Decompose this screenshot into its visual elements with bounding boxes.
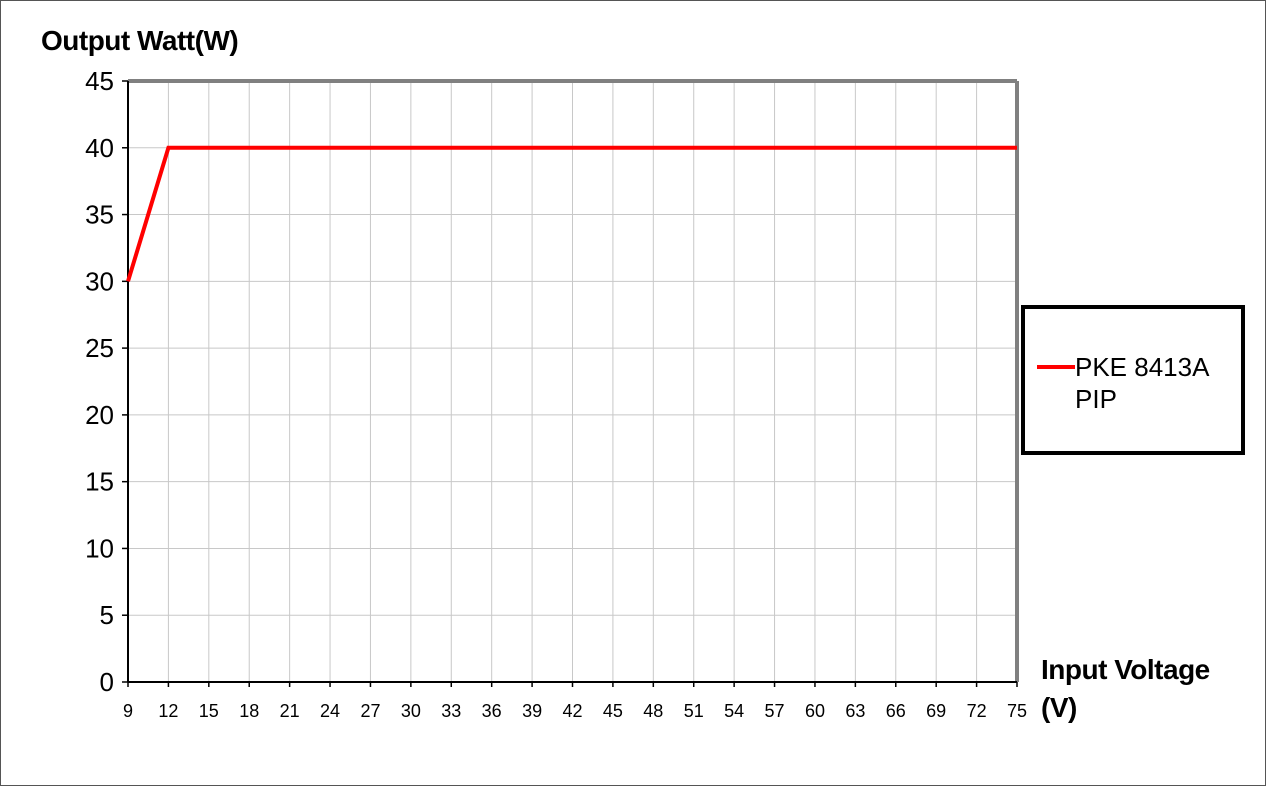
legend-label-line1: PKE 8413A xyxy=(1075,352,1210,382)
legend-box xyxy=(1021,305,1245,455)
plot-border xyxy=(127,79,1019,683)
x-axis-ticks: 9 12 15 18 21 24 27 30 33 36 39 42 45 48 51 54 57 60 63 66 6… xyxy=(123,682,1027,721)
y-axis-ticks: 0 5 10 15 20 25 30 35 40 45 xyxy=(85,66,128,697)
legend-label-line2: PIP xyxy=(1075,384,1117,414)
y-tick-label: 10 xyxy=(85,533,114,563)
x-tick-label: 69 xyxy=(926,701,946,721)
y-tick-label: 25 xyxy=(85,333,114,363)
y-tick-label: 35 xyxy=(85,200,114,230)
x-tick-label: 24 xyxy=(320,701,340,721)
series-layer xyxy=(126,145,1017,282)
x-axis-title-line2: (V) xyxy=(1041,692,1077,723)
x-tick-label: 33 xyxy=(441,701,461,721)
x-tick-label: 21 xyxy=(280,701,300,721)
y-tick-label: 40 xyxy=(85,133,114,163)
x-tick-label: 12 xyxy=(158,701,178,721)
y-tick-label: 45 xyxy=(85,66,114,96)
x-tick-label: 63 xyxy=(845,701,865,721)
x-tick-label: 45 xyxy=(603,701,623,721)
x-axis-title-line1: Input Voltage xyxy=(1041,654,1210,685)
x-tick-label: 57 xyxy=(765,701,785,721)
grid xyxy=(128,81,1017,682)
y-tick-label: 15 xyxy=(85,467,114,497)
y-tick-label: 0 xyxy=(100,667,114,697)
y-axis-title: Output Watt(W) xyxy=(41,25,238,56)
x-tick-label: 36 xyxy=(482,701,502,721)
x-tick-label: 48 xyxy=(643,701,663,721)
y-tick-label: 20 xyxy=(85,400,114,430)
x-tick-label: 66 xyxy=(886,701,906,721)
x-tick-label: 72 xyxy=(967,701,987,721)
x-tick-label: 15 xyxy=(199,701,219,721)
x-tick-label: 9 xyxy=(123,701,133,721)
x-tick-label: 39 xyxy=(522,701,542,721)
y-tick-label: 5 xyxy=(100,600,114,630)
x-tick-label: 18 xyxy=(239,701,259,721)
x-tick-label: 27 xyxy=(360,701,380,721)
x-tick-label: 54 xyxy=(724,701,744,721)
x-tick-label: 60 xyxy=(805,701,825,721)
x-tick-label: 51 xyxy=(684,701,704,721)
x-tick-label: 30 xyxy=(401,701,421,721)
series-line-pke-8413a xyxy=(126,145,1017,282)
y-tick-label: 30 xyxy=(85,266,114,296)
legend: PKE 8413A PIP xyxy=(1021,305,1245,455)
x-tick-label: 42 xyxy=(562,701,582,721)
x-tick-label: 75 xyxy=(1007,701,1027,721)
